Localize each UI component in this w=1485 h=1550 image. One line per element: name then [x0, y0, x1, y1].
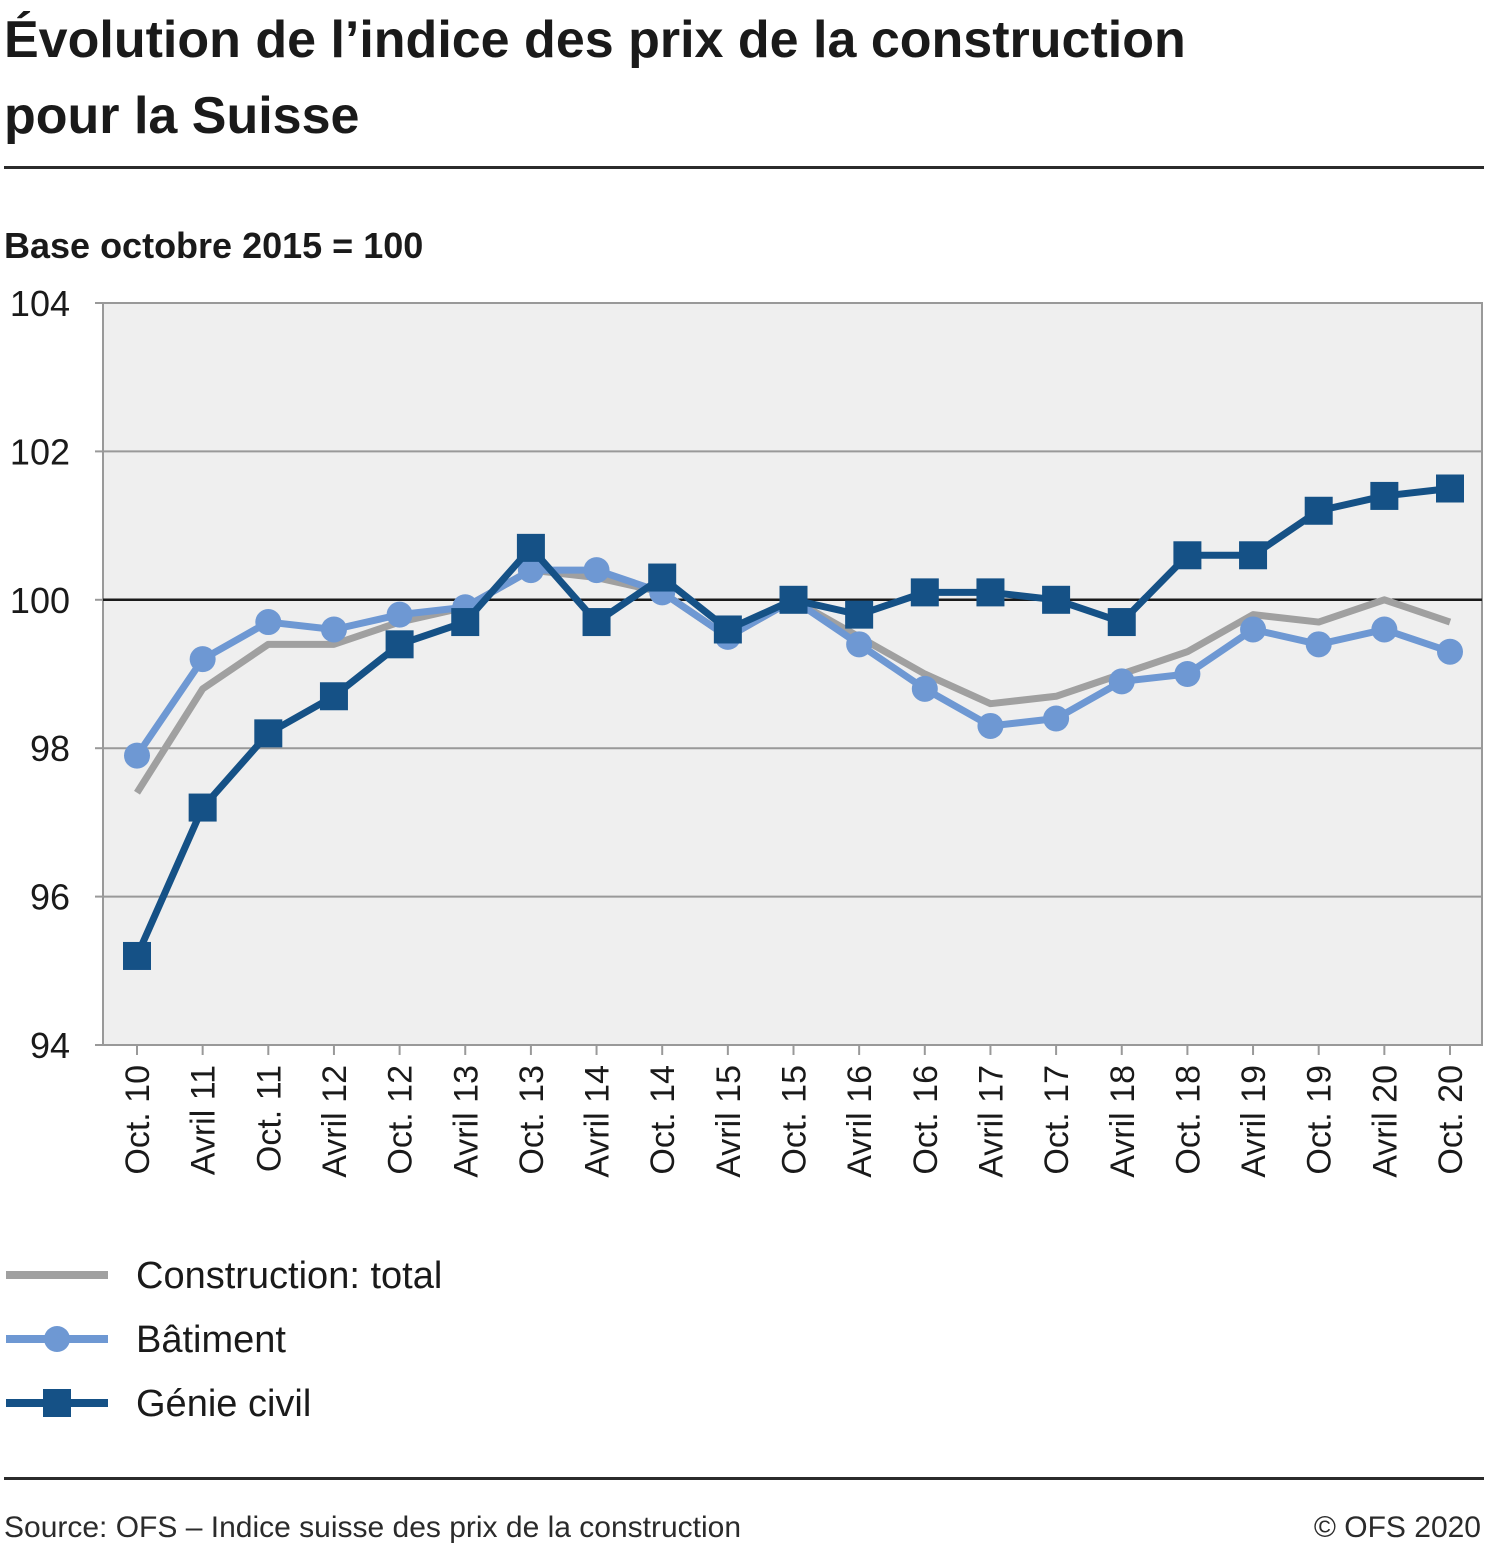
point-batiment-2 [255, 609, 282, 636]
point-batiment-1 [189, 646, 216, 673]
point-genie-civil-15 [1107, 608, 1136, 637]
legend-marker-genie-civil [43, 1389, 71, 1417]
x-tick-label-0: Oct. 10 [119, 1065, 157, 1175]
y-tick-label-96: 96 [30, 877, 70, 918]
legend-item-genie-civil: Génie civil [6, 1383, 311, 1425]
point-batiment-20 [1437, 638, 1463, 665]
x-tick-label-7: Avril 14 [579, 1065, 617, 1178]
legend-item-construction-total: Construction: total [6, 1255, 442, 1297]
point-batiment-7 [583, 557, 610, 584]
x-tick-label-14: Oct. 17 [1038, 1065, 1076, 1175]
point-genie-civil-17 [1239, 541, 1268, 570]
point-genie-civil-19 [1370, 481, 1399, 510]
x-tick-label-12: Oct. 16 [907, 1065, 945, 1175]
point-genie-civil-18 [1304, 496, 1333, 525]
chart-title-line1: Évolution de l’indice des prix de la con… [4, 11, 1186, 69]
point-batiment-19 [1371, 616, 1398, 643]
x-tick-label-3: Avril 12 [316, 1065, 354, 1178]
x-tick-label-20: Oct. 20 [1432, 1065, 1470, 1175]
point-genie-civil-11 [845, 600, 874, 629]
x-tick-label-1: Avril 11 [185, 1065, 223, 1175]
point-genie-civil-4 [385, 630, 414, 659]
line-chart: 94 96 98 100 102 104 Oct. 10 Avril 11 Oct. 11 Avr… [6, 283, 1483, 1425]
point-batiment-17 [1240, 616, 1267, 643]
point-genie-civil-12 [910, 578, 939, 607]
point-genie-civil-16 [1173, 541, 1202, 570]
copyright-note: © OFS 2020 [1313, 1511, 1481, 1544]
point-genie-civil-14 [1042, 585, 1071, 614]
point-genie-civil-9 [713, 615, 742, 644]
legend-item-batiment: Bâtiment [6, 1319, 286, 1361]
x-tick-label-15: Avril 18 [1104, 1065, 1142, 1178]
x-tick-label-17: Avril 19 [1235, 1065, 1273, 1178]
x-tick-label-18: Oct. 19 [1301, 1065, 1339, 1175]
x-tick-label-9: Avril 15 [710, 1065, 748, 1178]
point-genie-civil-8 [648, 563, 677, 592]
point-genie-civil-20 [1436, 474, 1464, 503]
legend-marker-batiment [44, 1326, 70, 1352]
point-genie-civil-5 [451, 608, 480, 637]
x-tick-label-6: Oct. 13 [513, 1065, 551, 1175]
source-note: Source: OFS – Indice suisse des prix de … [4, 1511, 742, 1544]
x-tick-label-19: Avril 20 [1366, 1065, 1404, 1178]
legend-label-batiment: Bâtiment [136, 1319, 286, 1361]
x-tick-label-5: Avril 13 [447, 1065, 485, 1178]
point-batiment-11 [846, 631, 873, 658]
x-tick-label-10: Oct. 15 [776, 1065, 814, 1175]
point-batiment-14 [1043, 705, 1070, 732]
point-batiment-18 [1305, 631, 1332, 658]
chart-title-line2: pour la Suisse [4, 87, 360, 145]
point-genie-civil-6 [516, 533, 545, 562]
point-batiment-6 [517, 557, 544, 584]
x-tick-label-8: Oct. 14 [644, 1065, 682, 1175]
chart-title: Évolution de l’indice des prix de la con… [4, 2, 1474, 154]
x-tick-label-4: Oct. 12 [382, 1065, 420, 1175]
x-tick-label-16: Oct. 18 [1169, 1065, 1207, 1175]
point-genie-civil-0 [123, 941, 151, 970]
y-tick-label-102: 102 [10, 431, 70, 472]
chart-subtitle: Base octobre 2015 = 100 [4, 225, 424, 266]
x-tick-label-2: Oct. 11 [250, 1065, 288, 1172]
x-tick-label-11: Avril 16 [841, 1065, 879, 1178]
point-batiment-16 [1174, 661, 1201, 687]
y-tick-label-94: 94 [30, 1025, 70, 1066]
y-tick-label-100: 100 [10, 580, 70, 621]
point-genie-civil-1 [188, 793, 217, 822]
point-genie-civil-7 [582, 608, 611, 637]
point-batiment-13 [977, 712, 1004, 739]
point-genie-civil-2 [254, 719, 283, 748]
legend-label-construction-total: Construction: total [136, 1255, 442, 1297]
legend-label-genie-civil: Génie civil [136, 1383, 311, 1425]
top-rule [4, 166, 1484, 169]
y-tick-label-104: 104 [10, 283, 70, 324]
point-batiment-12 [911, 675, 938, 702]
series-genie-civil [123, 474, 1464, 970]
x-tick-label-13: Avril 17 [972, 1065, 1010, 1178]
point-batiment-4 [386, 601, 413, 628]
point-genie-civil-13 [976, 578, 1005, 607]
y-tick-label-98: 98 [30, 728, 70, 769]
point-batiment-0 [124, 742, 150, 769]
point-genie-civil-3 [319, 682, 348, 711]
plot-area [102, 302, 1483, 1046]
point-batiment-3 [320, 616, 347, 643]
bottom-rule [4, 1477, 1484, 1480]
point-batiment-15 [1108, 668, 1135, 695]
point-genie-civil-10 [779, 585, 808, 614]
